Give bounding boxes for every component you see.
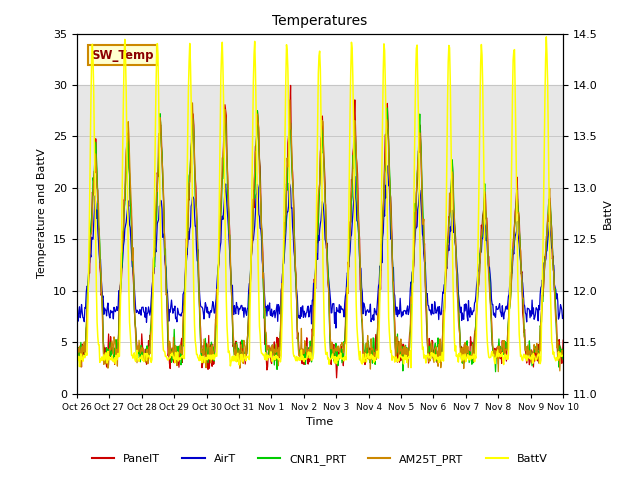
Y-axis label: Temperature and BattV: Temperature and BattV — [37, 149, 47, 278]
Legend: PanelT, AirT, CNR1_PRT, AM25T_PRT, BattV: PanelT, AirT, CNR1_PRT, AM25T_PRT, BattV — [88, 450, 552, 469]
Bar — [77, 85, 563, 291]
Y-axis label: BattV: BattV — [604, 198, 613, 229]
Text: SW_Temp: SW_Temp — [92, 49, 154, 62]
Title: Temperatures: Temperatures — [273, 14, 367, 28]
X-axis label: Time: Time — [307, 417, 333, 427]
